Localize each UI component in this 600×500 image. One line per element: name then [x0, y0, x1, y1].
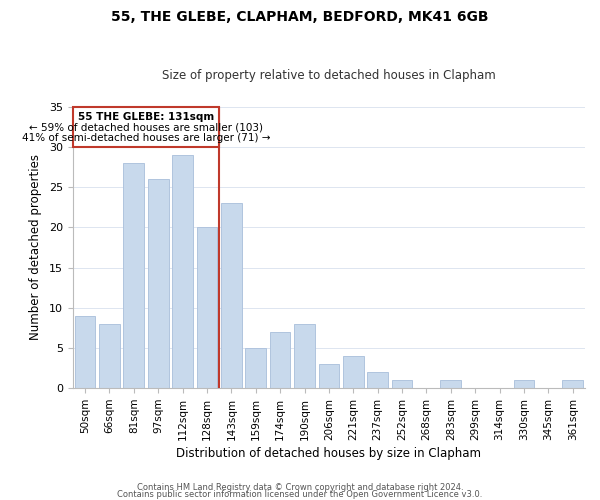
Bar [440, 380, 461, 388]
Bar [319, 364, 339, 388]
Title: Size of property relative to detached houses in Clapham: Size of property relative to detached ho… [162, 69, 496, 82]
Text: 55 THE GLEBE: 131sqm: 55 THE GLEBE: 131sqm [78, 112, 214, 122]
Bar [221, 204, 242, 388]
Bar [99, 324, 120, 388]
Text: 55, THE GLEBE, CLAPHAM, BEDFORD, MK41 6GB: 55, THE GLEBE, CLAPHAM, BEDFORD, MK41 6G… [111, 10, 489, 24]
Bar [74, 316, 95, 388]
Text: Contains HM Land Registry data © Crown copyright and database right 2024.: Contains HM Land Registry data © Crown c… [137, 484, 463, 492]
Bar [343, 356, 364, 388]
Bar [124, 163, 144, 388]
X-axis label: Distribution of detached houses by size in Clapham: Distribution of detached houses by size … [176, 447, 481, 460]
Bar [172, 155, 193, 388]
Bar [392, 380, 412, 388]
Text: Contains public sector information licensed under the Open Government Licence v3: Contains public sector information licen… [118, 490, 482, 499]
Text: 41% of semi-detached houses are larger (71) →: 41% of semi-detached houses are larger (… [22, 134, 270, 143]
Bar [367, 372, 388, 388]
Bar [294, 324, 315, 388]
Text: ← 59% of detached houses are smaller (103): ← 59% of detached houses are smaller (10… [29, 123, 263, 133]
Bar [245, 348, 266, 388]
Bar [562, 380, 583, 388]
Bar [197, 228, 217, 388]
Bar [514, 380, 535, 388]
Y-axis label: Number of detached properties: Number of detached properties [29, 154, 42, 340]
Bar [148, 179, 169, 388]
Bar [270, 332, 290, 388]
FancyBboxPatch shape [73, 107, 219, 147]
